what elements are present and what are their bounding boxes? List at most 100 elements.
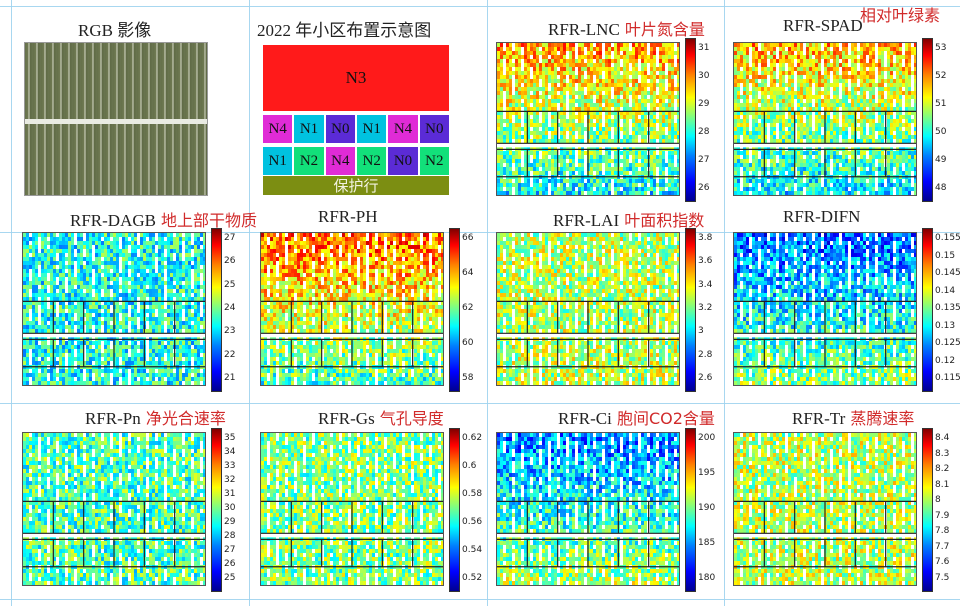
plot-layout-diagram: N3 N4 N1 N0 N1 N4 N0 N1 N2 N4 N2 N0 N2 保护行: [262, 44, 450, 196]
colorbar-tick: 8.3: [935, 449, 949, 459]
panel-title-ci: RFR-Ci 胞间CO2含量: [558, 405, 715, 429]
panel-note-text: 胞间CO2含量: [612, 409, 715, 428]
colorbar-tick: 0.14: [935, 286, 955, 296]
panel-title-text: RFR-PH: [318, 207, 378, 226]
colorbar-tick: 3: [698, 326, 704, 336]
guide-line-mid2: [487, 0, 488, 606]
colorbar-tick: 0.13: [935, 321, 955, 331]
colorbar-tick: 27: [698, 155, 709, 165]
panel-note-text: 气孔导度: [375, 409, 444, 428]
colorbar-tick: 23: [224, 326, 235, 336]
colorbar-tick: 0.62: [462, 433, 482, 443]
colorbar-spad: [922, 38, 933, 202]
colorbar-tick: 60: [462, 338, 473, 348]
panel-note-text: 净光合速率: [141, 409, 226, 428]
layout-cell-n4: N4: [387, 114, 419, 144]
guide-line-top: [0, 6, 960, 7]
colorbar-tick: 0.6: [462, 461, 476, 471]
heatmap-lai: [496, 232, 680, 386]
colorbar-tick: 35: [224, 433, 235, 443]
colorbar-tick: 195: [698, 468, 715, 478]
colorbar-tick: 66: [462, 233, 473, 243]
guide-line-bottom: [0, 599, 960, 600]
colorbar-tr: [922, 428, 933, 592]
layout-cell-n2: N2: [356, 146, 388, 176]
colorbar-tick: 25: [224, 573, 235, 583]
colorbar-tick: 3.4: [698, 280, 712, 290]
panel-title-spad: RFR-SPAD: [783, 16, 863, 36]
colorbar-tick: 7.8: [935, 526, 949, 536]
colorbar-tick: 200: [698, 433, 715, 443]
colorbar-tick: 0.135: [935, 303, 960, 313]
panel-note-text: 叶片氮含量: [620, 20, 705, 39]
colorbar-tick: 7.6: [935, 557, 949, 567]
colorbar-tick: 7.7: [935, 542, 949, 552]
colorbar-tick: 26: [224, 559, 235, 569]
heatmap-tr: [733, 432, 917, 586]
colorbar-tick: 34: [224, 447, 235, 457]
colorbar-tick: 7.9: [935, 511, 949, 521]
colorbar-ci: [685, 428, 696, 592]
colorbar-tick: 30: [698, 71, 709, 81]
colorbar-tick: 3.6: [698, 256, 712, 266]
colorbar-tick: 51: [935, 99, 946, 109]
panel-title-text: RFR-LNC: [548, 20, 620, 39]
panel-title-text: RFR-Gs: [318, 409, 375, 428]
heatmap-spad: [733, 42, 917, 196]
colorbar-tick: 7.5: [935, 573, 949, 583]
panel-title-gs: RFR-Gs 气孔导度: [318, 405, 444, 429]
heatmap-ci: [496, 432, 680, 586]
panel-title-text: RFR-LAI: [553, 211, 619, 230]
heatmap-ph: [260, 232, 444, 386]
colorbar-dagb: [211, 228, 222, 392]
colorbar-tick: 48: [935, 183, 946, 193]
layout-title: 2022 年小区布置示意图: [257, 16, 431, 41]
heatmap-dagb: [22, 232, 206, 386]
colorbar-tick: 0.52: [462, 573, 482, 583]
heatmap-gs: [260, 432, 444, 586]
colorbar-tick: 25: [224, 280, 235, 290]
panel-title-text: RFR-Ci: [558, 409, 612, 428]
colorbar-tick: 33: [224, 461, 235, 471]
colorbar-tick: 8.1: [935, 480, 949, 490]
colorbar-tick: 0.58: [462, 489, 482, 499]
panel-title-pn: RFR-Pn 净光合速率: [85, 405, 226, 429]
layout-cell-n1: N1: [356, 114, 388, 144]
colorbar-tick: 2.8: [698, 350, 712, 360]
layout-cell-n0: N0: [324, 114, 356, 144]
heatmap-pn: [22, 432, 206, 586]
colorbar-tick: 31: [224, 489, 235, 499]
layout-cell-top: N3: [262, 44, 450, 112]
colorbar-tick: 0.155: [935, 233, 960, 243]
panel-title-text: RFR-DIFN: [783, 207, 860, 226]
layout-cell-n0: N0: [387, 146, 419, 176]
colorbar-tick: 52: [935, 71, 946, 81]
colorbar-tick: 49: [935, 155, 946, 165]
layout-cell-n2: N2: [418, 146, 450, 176]
layout-cell-guard: 保护行: [262, 175, 450, 196]
guide-line-row2: [0, 232, 960, 233]
colorbar-tick: 28: [224, 531, 235, 541]
colorbar-tick: 0.15: [935, 251, 955, 261]
panel-note-text: 叶面积指数: [619, 211, 704, 230]
layout-cell-n4: N4: [324, 146, 356, 176]
layout-cell-n1: N1: [262, 146, 294, 176]
colorbar-tick: 22: [224, 350, 235, 360]
heatmap-difn: [733, 232, 917, 386]
guide-line-mid3: [724, 0, 725, 606]
colorbar-tick: 8.2: [935, 464, 949, 474]
colorbar-tick: 3.8: [698, 233, 712, 243]
colorbar-difn: [922, 228, 933, 392]
colorbar-tick: 8.4: [935, 433, 949, 443]
colorbar-tick: 190: [698, 503, 715, 513]
colorbar-tick: 29: [698, 99, 709, 109]
colorbar-tick: 27: [224, 233, 235, 243]
colorbar-tick: 2.6: [698, 373, 712, 383]
panel-title-ph: RFR-PH: [318, 207, 378, 227]
colorbar-tick: 29: [224, 517, 235, 527]
colorbar-tick: 0.54: [462, 545, 482, 555]
corner-note: 相对叶绿素: [860, 2, 940, 26]
rgb-title: RGB 影像: [78, 16, 151, 41]
colorbar-tick: 30: [224, 503, 235, 513]
colorbar-tick: 3.2: [698, 303, 712, 313]
